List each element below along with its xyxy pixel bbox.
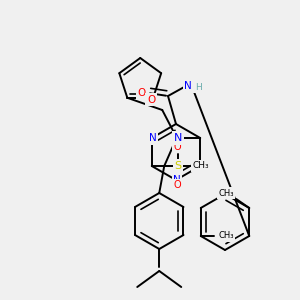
Text: O: O: [174, 180, 182, 190]
Text: O: O: [174, 142, 182, 152]
Text: O: O: [138, 88, 146, 98]
Text: O: O: [147, 95, 155, 105]
Text: CH₃: CH₃: [218, 232, 233, 241]
Text: CH₃: CH₃: [218, 188, 234, 197]
Text: N: N: [149, 133, 157, 143]
Text: H: H: [195, 82, 201, 91]
Text: N: N: [174, 133, 182, 143]
Text: S: S: [174, 161, 181, 171]
Text: N: N: [184, 81, 192, 91]
Text: N: N: [173, 175, 181, 185]
Text: CH₃: CH₃: [192, 161, 209, 170]
